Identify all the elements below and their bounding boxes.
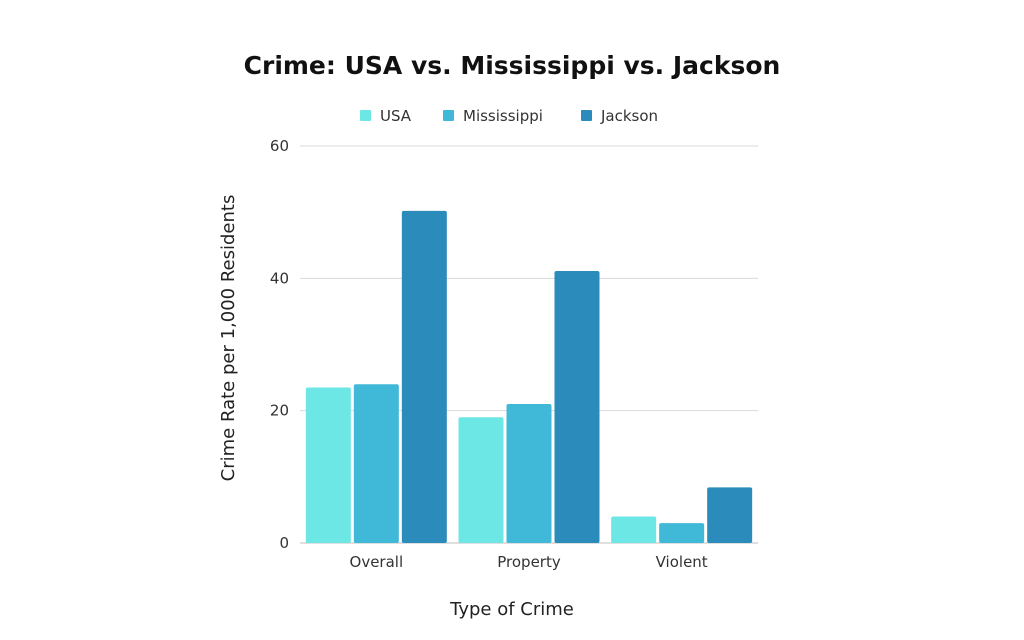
bar-usa-property	[458, 417, 504, 543]
y-tick-label: 20	[270, 402, 289, 420]
bar-jackson-property	[554, 271, 600, 543]
x-axis-ticks: Overall Property Violent	[350, 553, 708, 571]
legend-swatch	[443, 110, 454, 121]
legend-swatch	[581, 110, 592, 121]
bar-mississippi-property	[506, 404, 552, 543]
bar-mississippi-violent	[659, 523, 705, 543]
legend-label: Mississippi	[463, 107, 543, 125]
x-tick-label: Property	[497, 553, 561, 571]
y-tick-label: 60	[270, 137, 289, 155]
bar-mississippi-overall	[353, 384, 399, 543]
y-tick-label: 0	[279, 534, 289, 552]
legend-item: Jackson	[581, 107, 658, 125]
bar-jackson-violent	[707, 487, 753, 543]
bar-usa-violent	[611, 516, 657, 543]
x-tick-label: Overall	[350, 553, 404, 571]
y-axis-ticks: 0 20 40 60	[270, 137, 289, 552]
bar-jackson-overall	[401, 210, 447, 544]
bar-usa-overall	[305, 387, 351, 543]
x-tick-label: Violent	[656, 553, 708, 571]
legend: USA Mississippi Jackson	[360, 107, 658, 125]
y-tick-label: 40	[270, 269, 289, 287]
y-axis-title: Crime Rate per 1,000 Residents	[218, 195, 239, 482]
chart-title: Crime: USA vs. Mississippi vs. Jackson	[244, 51, 781, 80]
x-axis-title: Type of Crime	[449, 599, 574, 620]
legend-item: Mississippi	[443, 107, 543, 125]
legend-label: Jackson	[600, 107, 658, 125]
bars	[305, 210, 753, 544]
legend-swatch	[360, 110, 371, 121]
legend-label: USA	[380, 107, 412, 125]
legend-item: USA	[360, 107, 412, 125]
